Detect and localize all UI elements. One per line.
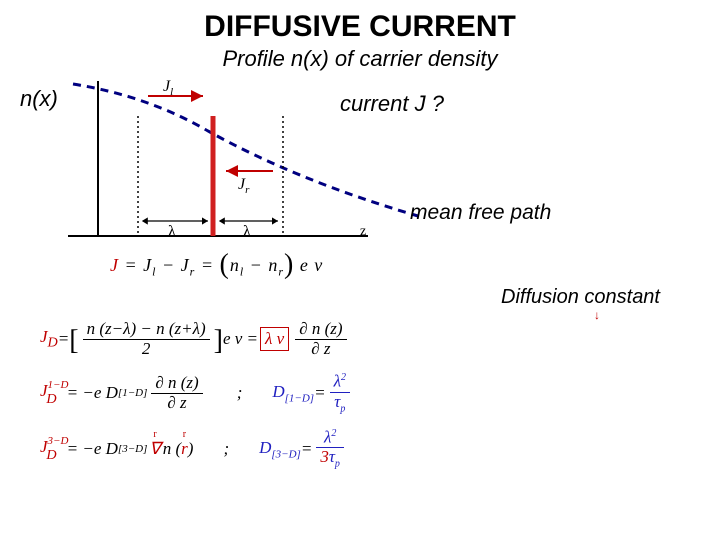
r-vec: r: [181, 439, 188, 459]
diffusion-constant-label: Diffusion constant ↓: [20, 286, 660, 314]
density-diagram: Jl Jr λ λ: [68, 76, 368, 251]
eq1-lhs: J: [110, 255, 119, 275]
equation-1d: J1−DD = −e D[1−D] ∂ n (z) ∂ z ; D[1−D] =…: [40, 372, 700, 414]
nabla-vec: ∇: [149, 439, 160, 459]
down-arrow-icon: ↓: [594, 314, 600, 316]
eq4-d: D[3−D]: [259, 438, 301, 460]
page-subtitle: Profile n(x) of carrier density: [20, 46, 700, 72]
eq3-frac1: ∂ n (z) ∂ z: [151, 374, 202, 412]
jr-label: Jr: [238, 176, 250, 196]
lambda2-label: λ: [243, 223, 251, 240]
equation-jd: JD = [ n (z−λ) − n (z+λ) 2 ] e v = λ v ∂…: [40, 320, 700, 358]
mean-free-path-label: mean free path: [410, 201, 551, 225]
diagram-row: n(x): [20, 76, 700, 251]
eq3-d: D[1−D]: [272, 382, 314, 404]
eq2-lhs: JD: [40, 327, 58, 351]
eq3-frac2: λ2 τp: [330, 372, 350, 414]
nx-label: n(x): [20, 86, 58, 112]
lambda1-label: λ: [168, 223, 176, 240]
page-title: DIFFUSIVE CURRENT: [20, 10, 700, 44]
eq2-frac2: ∂ n (z) ∂ z: [295, 320, 346, 358]
eq2-frac1: n (z−λ) − n (z+λ) 2: [83, 320, 210, 358]
equation-j: J = Jl − Jr = (nl − nr) e v: [20, 255, 700, 280]
eq4-frac2: λ2 3τp: [316, 428, 344, 470]
z-axis-label: z: [360, 224, 366, 240]
eq2-box: λ v: [260, 327, 289, 351]
equation-3d: J3−DD = −e D[3−D] ∇ n (r) ; D[3−D] = λ2 …: [40, 428, 700, 470]
current-j-label: current J ?: [340, 91, 444, 117]
